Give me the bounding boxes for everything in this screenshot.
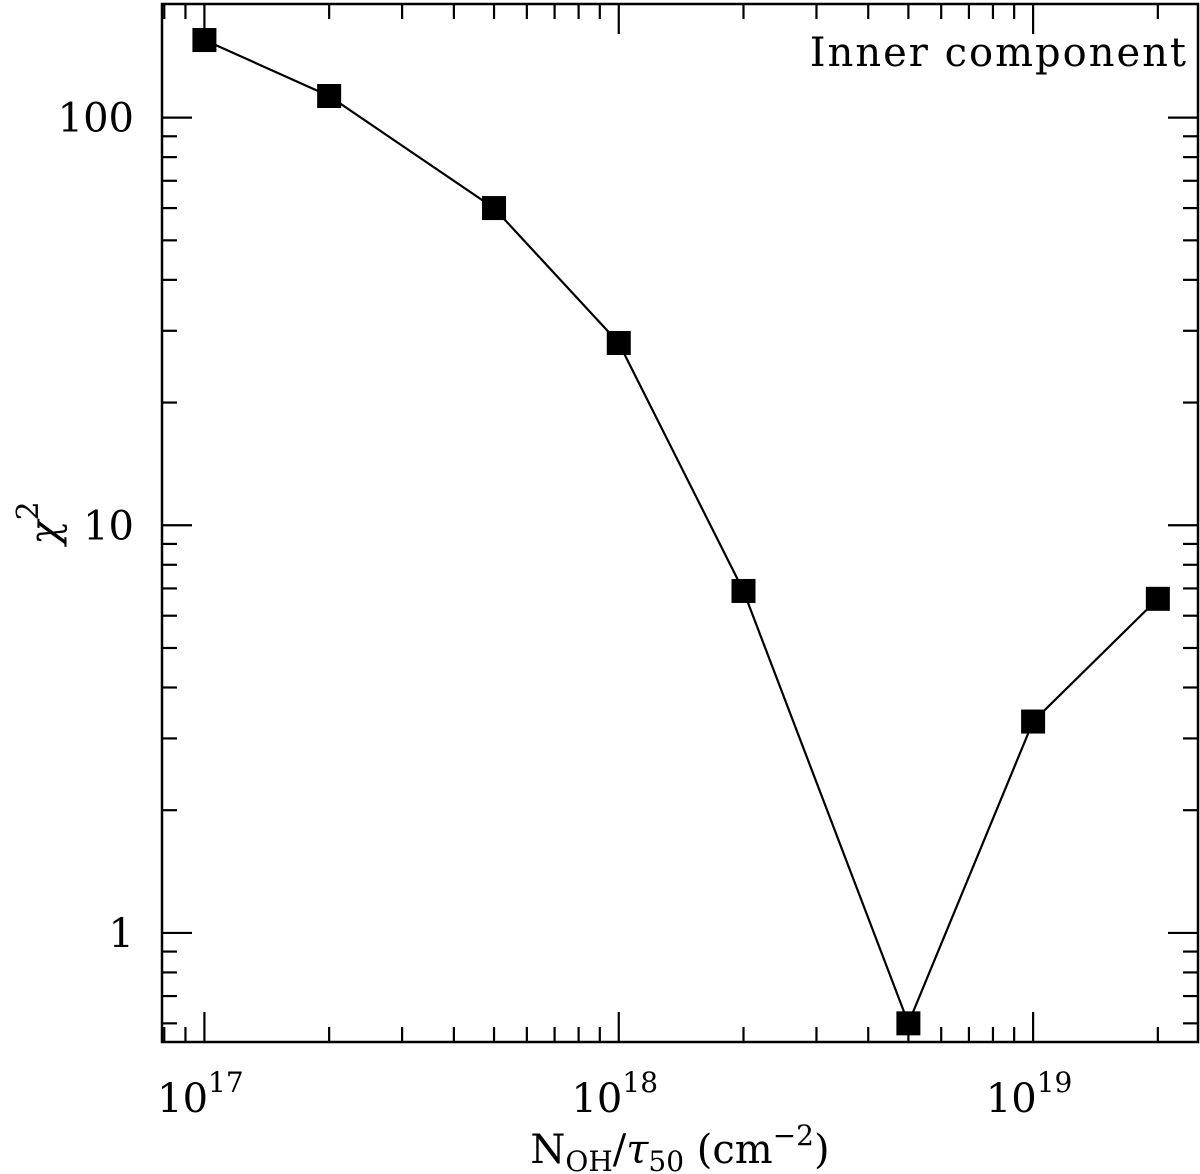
data-markers xyxy=(192,28,1170,1036)
data-point xyxy=(606,330,631,355)
x-label-exp: −2 xyxy=(773,1119,814,1152)
plot-frame xyxy=(160,2,1200,1044)
data-point xyxy=(317,83,342,108)
x-label-cm: (cm xyxy=(684,1127,773,1173)
y-label-sup: 2 xyxy=(11,501,46,520)
tick-labels: 1017 1018 1019 1 10 100 xyxy=(58,96,1073,1122)
x-label-n: N xyxy=(530,1127,565,1173)
x-tick-label: 1018 xyxy=(571,1066,658,1122)
x-label-close: ) xyxy=(814,1127,830,1173)
y-axis-label: χ2 xyxy=(11,501,68,547)
x-axis-label: NOH/τ50 (cm−2) xyxy=(530,1119,829,1174)
y-label-chi: χ xyxy=(22,518,68,548)
svg-text:χ2: χ2 xyxy=(11,501,68,547)
data-point xyxy=(482,196,507,221)
x-label-tau: τ xyxy=(626,1127,649,1173)
x-label-50-sub: 50 xyxy=(648,1145,684,1174)
annotation-label: Inner component xyxy=(810,30,1188,76)
y-tick-label: 100 xyxy=(58,96,134,142)
data-point xyxy=(896,1011,921,1036)
axis-ticks xyxy=(162,4,1198,1042)
data-point xyxy=(192,28,217,53)
y-tick-label: 10 xyxy=(83,503,134,549)
data-point xyxy=(1145,586,1170,611)
x-tick-label: 1019 xyxy=(986,1066,1073,1122)
data-point xyxy=(1021,709,1046,734)
x-label-oh-sub: OH xyxy=(565,1145,612,1174)
data-point xyxy=(731,578,756,603)
y-tick-label: 1 xyxy=(109,911,134,957)
x-tick-label: 1017 xyxy=(157,1066,244,1122)
x-label-slash: / xyxy=(613,1127,627,1173)
series-line xyxy=(203,38,1159,1027)
